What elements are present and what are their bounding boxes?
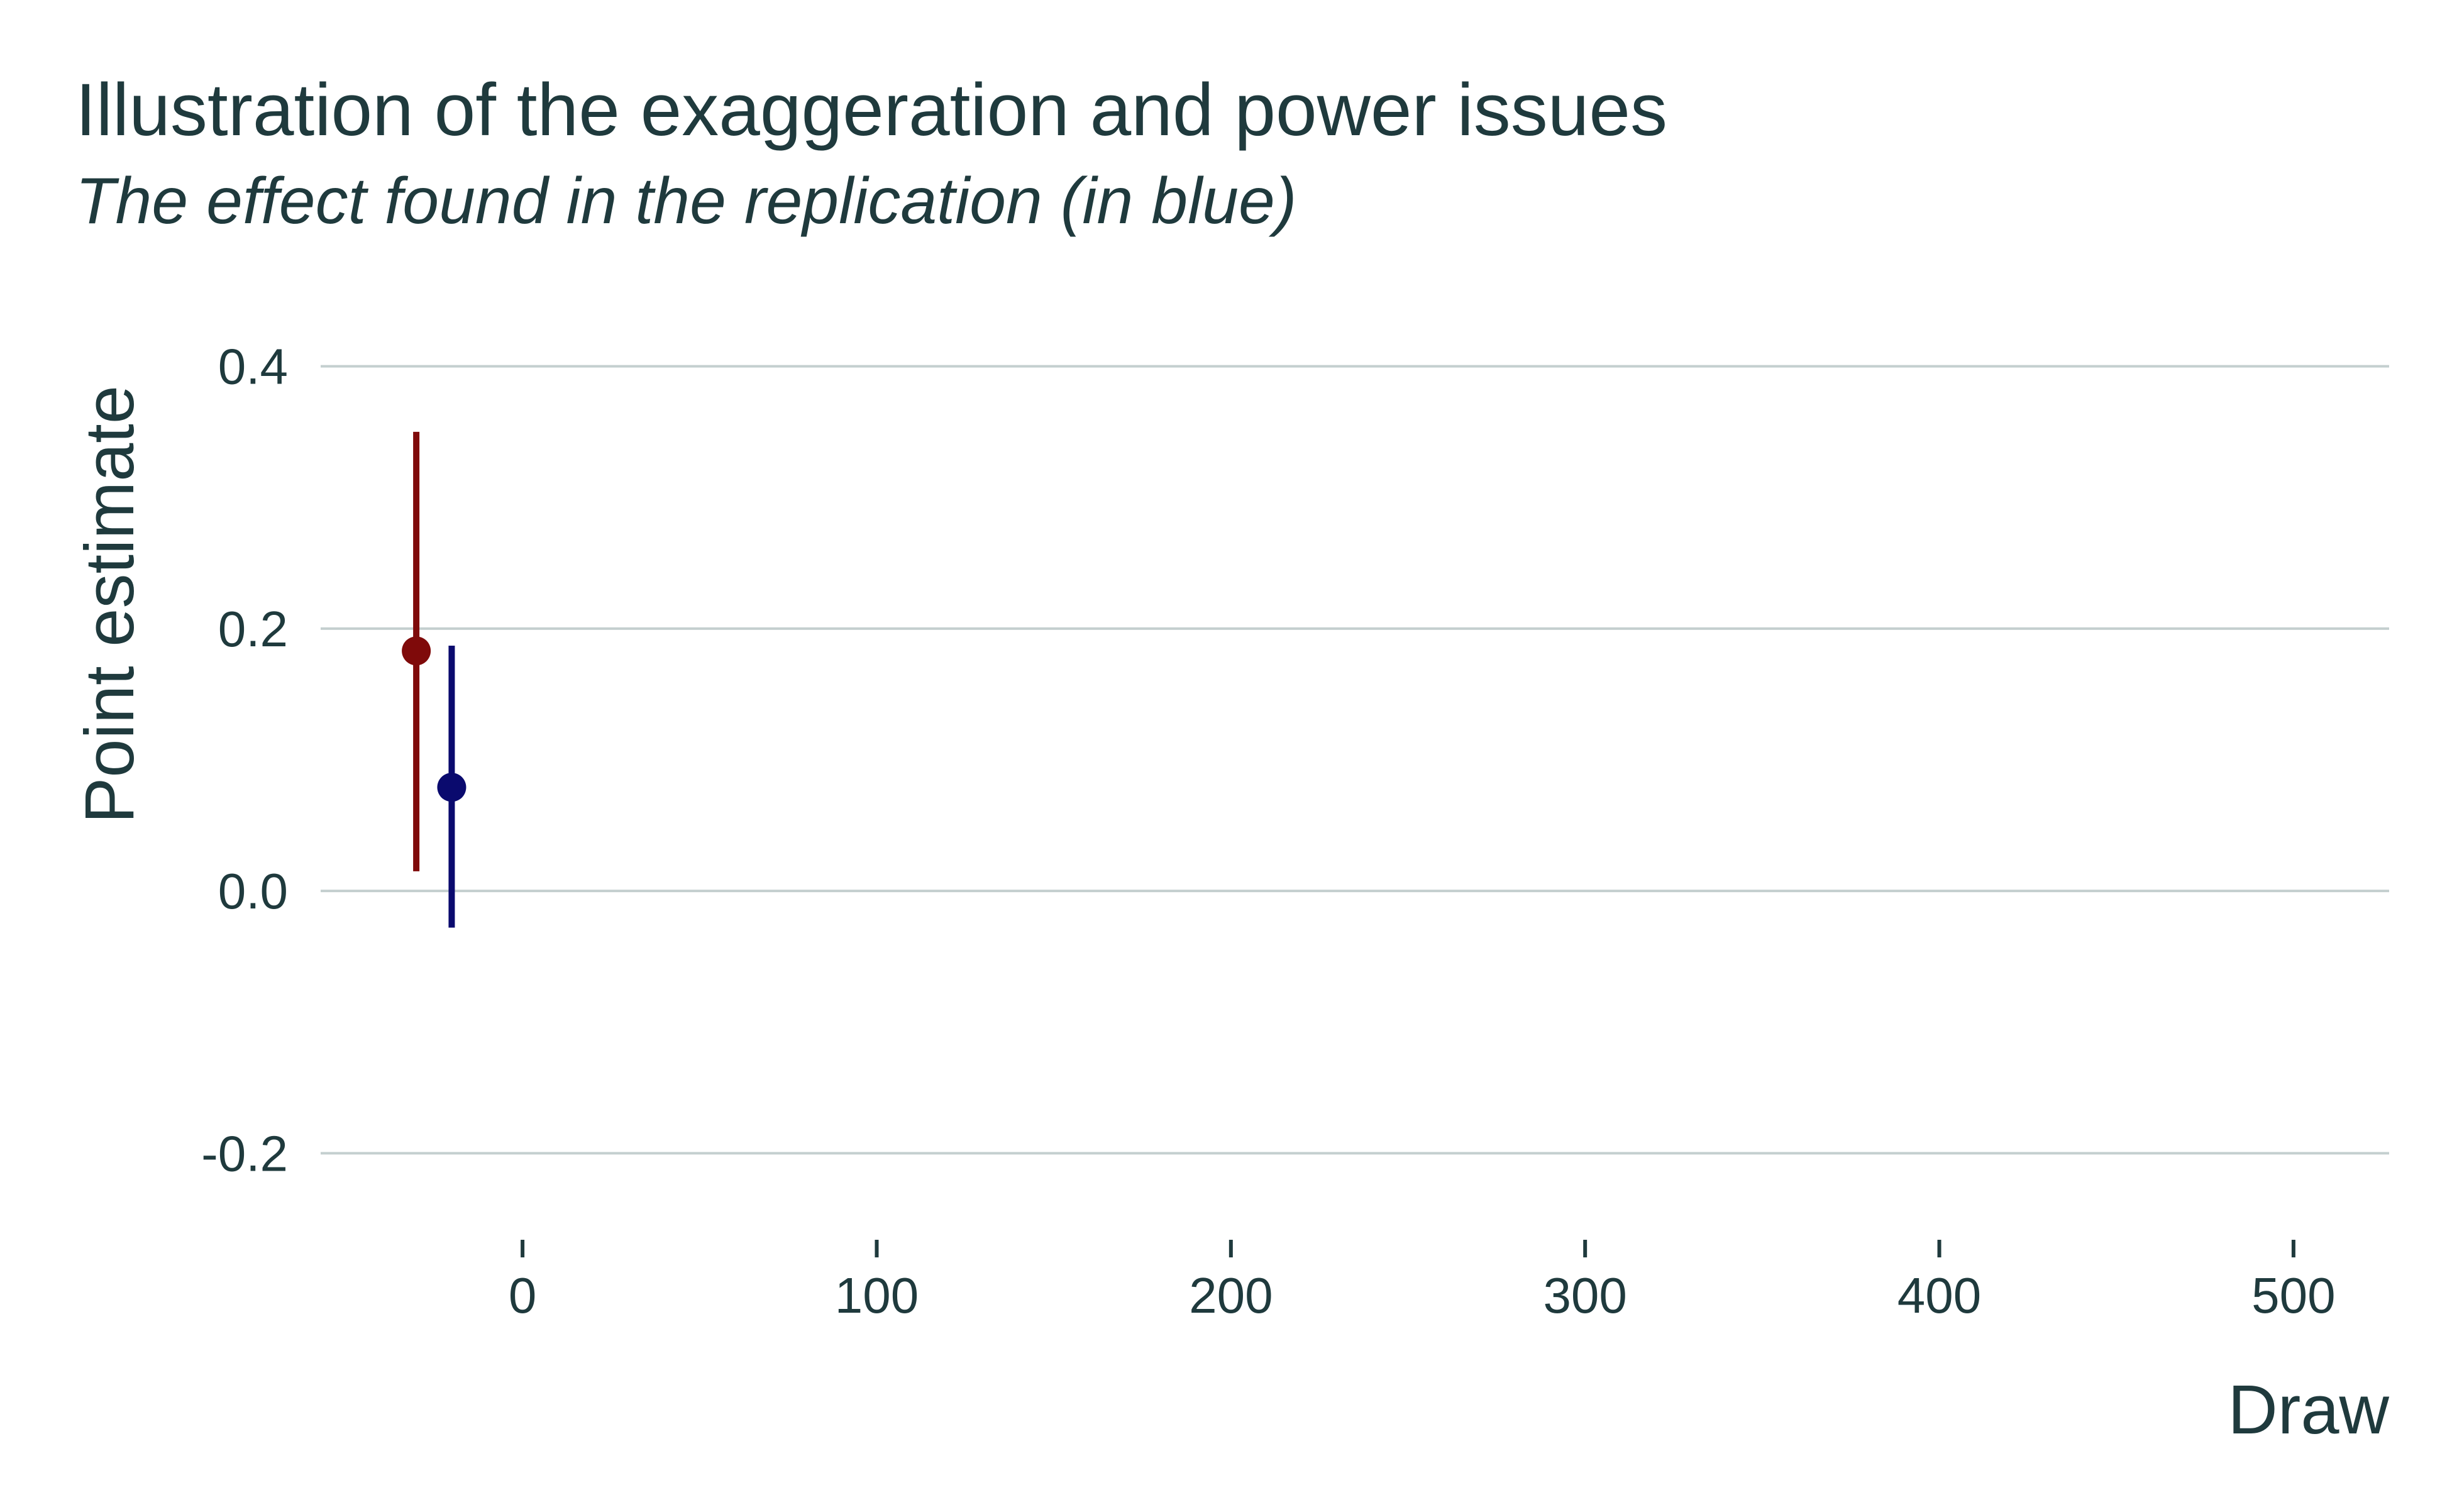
y-tick-label: 0.2 — [218, 601, 288, 657]
y-axis-title: Point estimate — [71, 385, 148, 824]
x-tick-label: 0 — [509, 1267, 537, 1323]
x-tick-label: 100 — [835, 1267, 919, 1323]
data-marks — [402, 431, 467, 928]
y-tick-label: 0.0 — [218, 863, 288, 919]
x-tick-label: 200 — [1189, 1267, 1273, 1323]
x-tick-label: 300 — [1543, 1267, 1626, 1323]
point-estimate-1 — [402, 636, 431, 666]
y-tick-label: -0.2 — [201, 1125, 288, 1181]
chart-subtitle: The effect found in the replication (in … — [75, 165, 1296, 238]
gridlines — [321, 365, 2389, 1155]
y-tick-label: 0.4 — [218, 339, 288, 395]
x-axis-title: Draw — [2228, 1371, 2389, 1449]
y-axis-ticks: -0.2 0.0 0.2 0.4 — [201, 339, 288, 1182]
x-tick-label: 400 — [1897, 1267, 1981, 1323]
point-estimate-2 — [437, 773, 467, 802]
x-axis-ticks: 0 100 200 300 400 500 — [509, 1240, 2336, 1323]
chart-title: Illustration of the exaggeration and pow… — [75, 69, 1667, 152]
x-tick-label: 500 — [2251, 1267, 2335, 1323]
